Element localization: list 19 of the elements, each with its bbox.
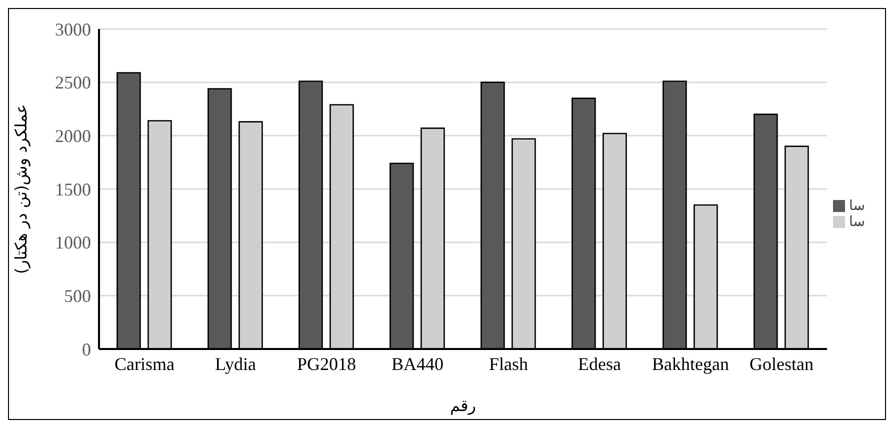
y-axis-title: عملکرد وش(تن در هکتار)	[12, 104, 31, 274]
y-tick-label: 1000	[55, 232, 91, 253]
x-tick-label: Golestan	[750, 354, 814, 374]
legend-label: سا	[849, 198, 865, 214]
y-tick-label: 1500	[55, 179, 91, 200]
x-tick-label: Lydia	[215, 354, 256, 374]
y-tick-label: 2000	[55, 126, 91, 146]
y-tick-label: 3000	[55, 19, 91, 40]
y-tick-label: 2500	[55, 72, 91, 93]
x-axis-title: رقم	[450, 396, 476, 415]
x-tick-label: Carisma	[114, 354, 174, 374]
x-tick-label: BA440	[391, 354, 444, 374]
x-tick-label: PG2018	[296, 354, 356, 374]
y-tick-label: 0	[82, 339, 91, 360]
x-tick-label: Flash	[488, 354, 528, 374]
x-tick-label: Bakhtegan	[652, 354, 729, 374]
x-tick-label: Edesa	[578, 354, 621, 374]
legend-label: سا	[849, 214, 865, 230]
y-tick-label: 500	[64, 286, 91, 306]
